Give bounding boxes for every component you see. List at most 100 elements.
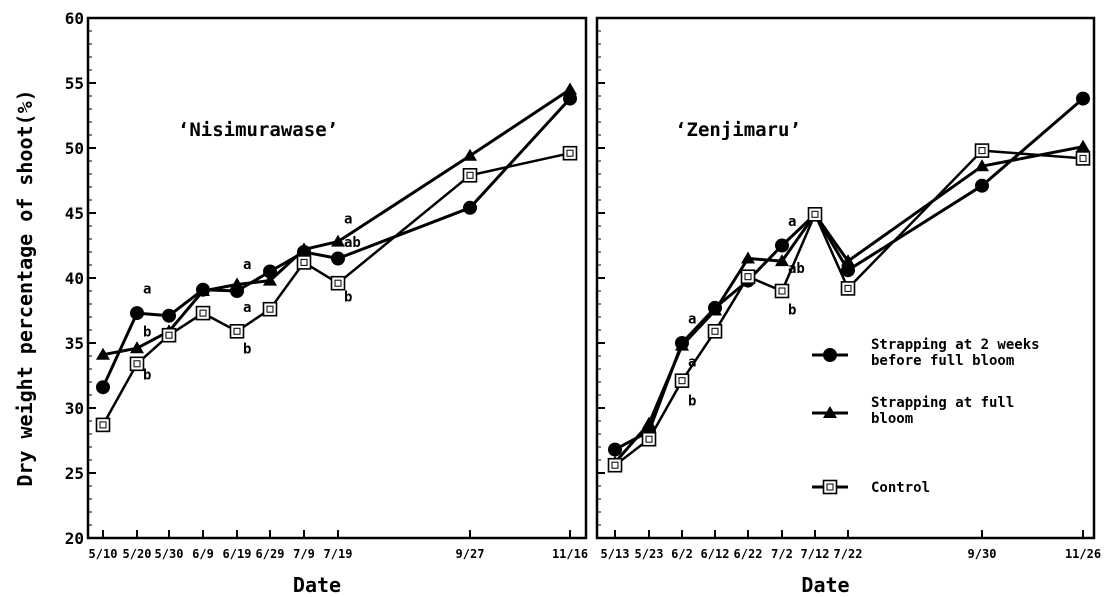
data-point-zenjimaru-square-8-outer bbox=[974, 143, 990, 158]
panel-title-zenjimaru: ‘Zenjimaru’ bbox=[675, 119, 801, 141]
y-tick-label-50: 50 bbox=[65, 139, 84, 158]
data-point-nisimurawase-circle-2 bbox=[162, 308, 176, 323]
data-point-zenjimaru-circle-8 bbox=[975, 178, 989, 193]
x-tick-label-nisimurawase-8: 9/27 bbox=[456, 547, 485, 561]
data-point-nisimurawase-square-4-inner bbox=[233, 327, 241, 335]
y-tick-label-30: 30 bbox=[65, 399, 84, 418]
x-tick-label-nisimurawase-4: 6/19 bbox=[223, 547, 252, 561]
y-tick-label-45: 45 bbox=[65, 204, 84, 223]
data-point-zenjimaru-square-1 bbox=[641, 431, 657, 447]
x-tick-label-zenjimaru-6: 7/12 bbox=[801, 547, 830, 561]
data-point-nisimurawase-circle-7 bbox=[331, 251, 345, 266]
significance-label-nisimurawase-5: b bbox=[243, 341, 251, 357]
significance-label-nisimurawase-8: b bbox=[344, 289, 352, 305]
series-line-nisimurawase-square bbox=[101, 151, 571, 426]
y-tick-label-40: 40 bbox=[65, 269, 84, 288]
data-point-zenjimaru-square-3-outer bbox=[707, 323, 723, 339]
significance-label-zenjimaru-1: a bbox=[688, 354, 696, 370]
legend-label-circle-1: before full bloom bbox=[871, 353, 1014, 369]
x-tick-label-nisimurawase-0: 5/10 bbox=[89, 547, 118, 561]
data-point-nisimurawase-circle-1 bbox=[130, 306, 144, 321]
legend-marker-circle bbox=[823, 348, 837, 362]
y-axis-title: Dry weight percentage of shoot(%) bbox=[13, 89, 37, 486]
data-point-zenjimaru-triangle-9 bbox=[1076, 139, 1090, 152]
x-tick-label-zenjimaru-3: 6/12 bbox=[701, 547, 730, 561]
data-point-nisimurawase-square-6 bbox=[296, 255, 312, 270]
legend-marker-triangle bbox=[823, 406, 837, 418]
panel-zenjimaru: 5/13 5/23 6/2 6/12 6/22 7/2 7/12 7/22 9/30 11/26 D… bbox=[595, 16, 1101, 597]
x-tick-label-nisimurawase-6: 7/9 bbox=[293, 547, 315, 561]
y-tick-label-20: 20 bbox=[65, 529, 84, 548]
data-point-zenjimaru-square-4 bbox=[740, 269, 756, 285]
series-line-nisimurawase-triangle bbox=[102, 88, 571, 357]
significance-label-zenjimaru-4: ab bbox=[788, 261, 805, 277]
data-point-zenjimaru-square-3 bbox=[707, 323, 723, 339]
x-tick-label-nisimurawase-1: 5/20 bbox=[123, 547, 152, 561]
data-point-zenjimaru-triangle-4 bbox=[741, 251, 755, 264]
data-point-zenjimaru-square-5-inner bbox=[778, 287, 786, 295]
x-tick-label-zenjimaru-5: 7/2 bbox=[771, 547, 793, 561]
data-point-nisimurawase-triangle-3 bbox=[196, 284, 210, 296]
y-tick-label-35: 35 bbox=[65, 334, 84, 353]
data-point-zenjimaru-triangle-1 bbox=[642, 416, 656, 429]
data-point-zenjimaru-triangle-8 bbox=[975, 159, 989, 172]
data-point-zenjimaru-square-2-inner bbox=[678, 377, 686, 385]
significance-label-nisimurawase-2: b bbox=[143, 367, 151, 383]
x-axis-title-zenjimaru: Date bbox=[801, 573, 849, 597]
legend-marker-square bbox=[822, 479, 838, 495]
y-tick-label-55: 55 bbox=[65, 74, 84, 93]
data-point-zenjimaru-square-0 bbox=[607, 457, 623, 473]
legend-label-triangle-1: bloom bbox=[871, 411, 913, 427]
data-point-zenjimaru-circle-5 bbox=[775, 238, 789, 253]
data-point-nisimurawase-square-0-inner bbox=[99, 421, 107, 429]
data-point-nisimurawase-triangle-0 bbox=[96, 347, 110, 360]
data-point-nisimurawase-square-2 bbox=[161, 327, 177, 343]
significance-label-nisimurawase-7: ab bbox=[344, 235, 361, 251]
data-point-nisimurawase-square-4 bbox=[229, 323, 245, 339]
legend-marker-square-outer bbox=[822, 479, 838, 495]
data-point-zenjimaru-square-2-outer bbox=[674, 373, 690, 389]
data-point-nisimurawase-triangle-9 bbox=[563, 82, 577, 95]
data-point-nisimurawase-square-7 bbox=[330, 275, 346, 291]
data-point-nisimurawase-square-0-outer bbox=[95, 417, 111, 433]
x-axis-title-nisimurawase: Date bbox=[293, 573, 341, 597]
data-point-nisimurawase-circle-8 bbox=[463, 200, 477, 215]
y-tick-label-60: 60 bbox=[65, 9, 84, 28]
significance-label-nisimurawase-3: a bbox=[243, 257, 251, 273]
data-point-zenjimaru-triangle-7 bbox=[841, 254, 855, 267]
data-point-zenjimaru-square-9-outer bbox=[1075, 151, 1091, 166]
data-point-zenjimaru-square-4-outer bbox=[740, 269, 756, 285]
data-point-nisimurawase-square-1-outer bbox=[129, 356, 145, 372]
series-line-zenjimaru-square bbox=[614, 149, 1084, 467]
data-point-nisimurawase-square-9 bbox=[562, 145, 578, 161]
data-point-nisimurawase-triangle-6 bbox=[297, 242, 311, 255]
x-tick-label-zenjimaru-7: 7/22 bbox=[834, 547, 863, 561]
data-point-zenjimaru-square-2 bbox=[674, 373, 690, 389]
data-point-nisimurawase-square-6-outer bbox=[296, 255, 312, 270]
panel-title-nisimurawase: ‘Nisimurawase’ bbox=[178, 119, 338, 141]
legend-label-circle-0: Strapping at 2 weeks bbox=[871, 337, 1040, 353]
data-point-nisimurawase-square-1-inner bbox=[133, 360, 141, 368]
x-tick-label-zenjimaru-0: 5/13 bbox=[601, 547, 630, 561]
legend-marker-square-inner bbox=[826, 483, 834, 491]
data-point-nisimurawase-triangle-7 bbox=[331, 234, 345, 247]
data-point-nisimurawase-square-6-inner bbox=[300, 258, 308, 266]
data-point-nisimurawase-square-3-inner bbox=[199, 309, 207, 317]
significance-label-nisimurawase-4: a bbox=[243, 300, 251, 316]
x-tick-label-zenjimaru-8: 9/30 bbox=[968, 547, 997, 561]
data-point-nisimurawase-triangle-8 bbox=[463, 148, 477, 161]
plot-frame-zenjimaru bbox=[595, 16, 1096, 540]
data-point-zenjimaru-square-0-outer bbox=[607, 457, 623, 473]
data-point-nisimurawase-square-7-outer bbox=[330, 275, 346, 291]
y-axis-label-group: Dry weight percentage of shoot(%) bbox=[13, 89, 37, 486]
data-point-zenjimaru-square-4-inner bbox=[744, 273, 752, 281]
data-point-nisimurawase-circle-0 bbox=[96, 380, 110, 395]
data-point-zenjimaru-square-1-outer bbox=[641, 431, 657, 447]
x-tick-label-nisimurawase-2: 5/30 bbox=[155, 547, 184, 561]
data-point-zenjimaru-square-1-inner bbox=[645, 435, 653, 443]
data-point-nisimurawase-square-8 bbox=[462, 168, 478, 183]
data-point-nisimurawase-square-2-outer bbox=[161, 327, 177, 343]
x-tick-label-zenjimaru-1: 5/23 bbox=[635, 547, 664, 561]
data-point-nisimurawase-square-3 bbox=[195, 305, 211, 321]
